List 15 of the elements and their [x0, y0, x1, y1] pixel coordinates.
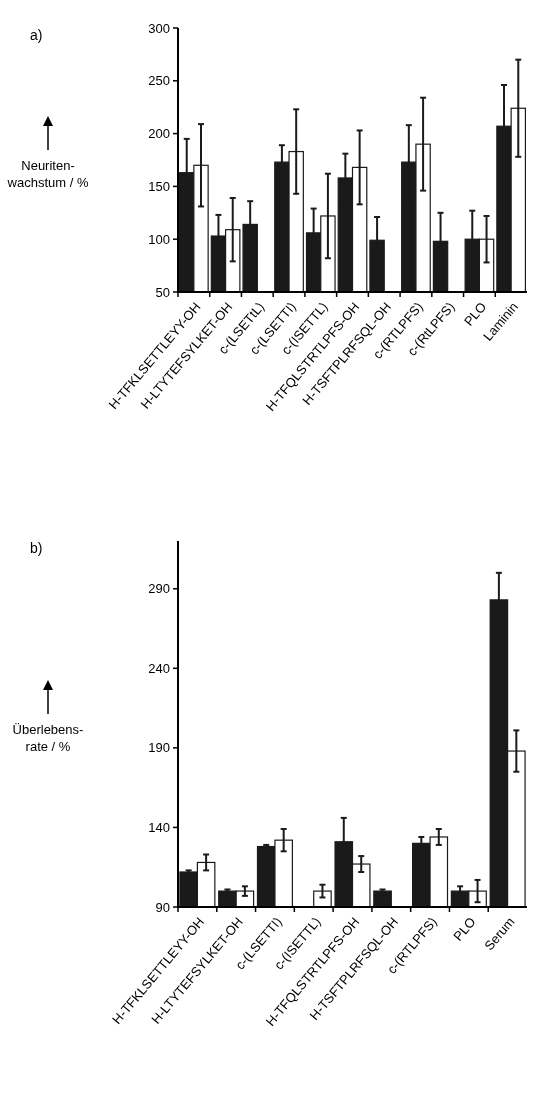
y-tick-label: 90: [155, 899, 170, 915]
text: a): [30, 27, 43, 43]
y-tick-label: 150: [148, 178, 170, 194]
y-tick-label: 240: [148, 660, 170, 676]
y-tick-label: 140: [148, 819, 170, 835]
y-tick-label: 300: [148, 20, 170, 36]
y-axis-title: Neuriten- wachstum / %: [6, 158, 89, 190]
y-tick-label: 50: [155, 284, 170, 300]
y-tick-label: 250: [148, 73, 170, 89]
y-tick-label: 100: [148, 231, 170, 247]
y-tick-label: 200: [148, 126, 170, 142]
y-axis-title: Überlebens- rate / %: [12, 722, 84, 754]
y-tick-label: 290: [148, 581, 170, 597]
text: b): [30, 540, 43, 556]
y-tick-label: 190: [148, 740, 170, 756]
